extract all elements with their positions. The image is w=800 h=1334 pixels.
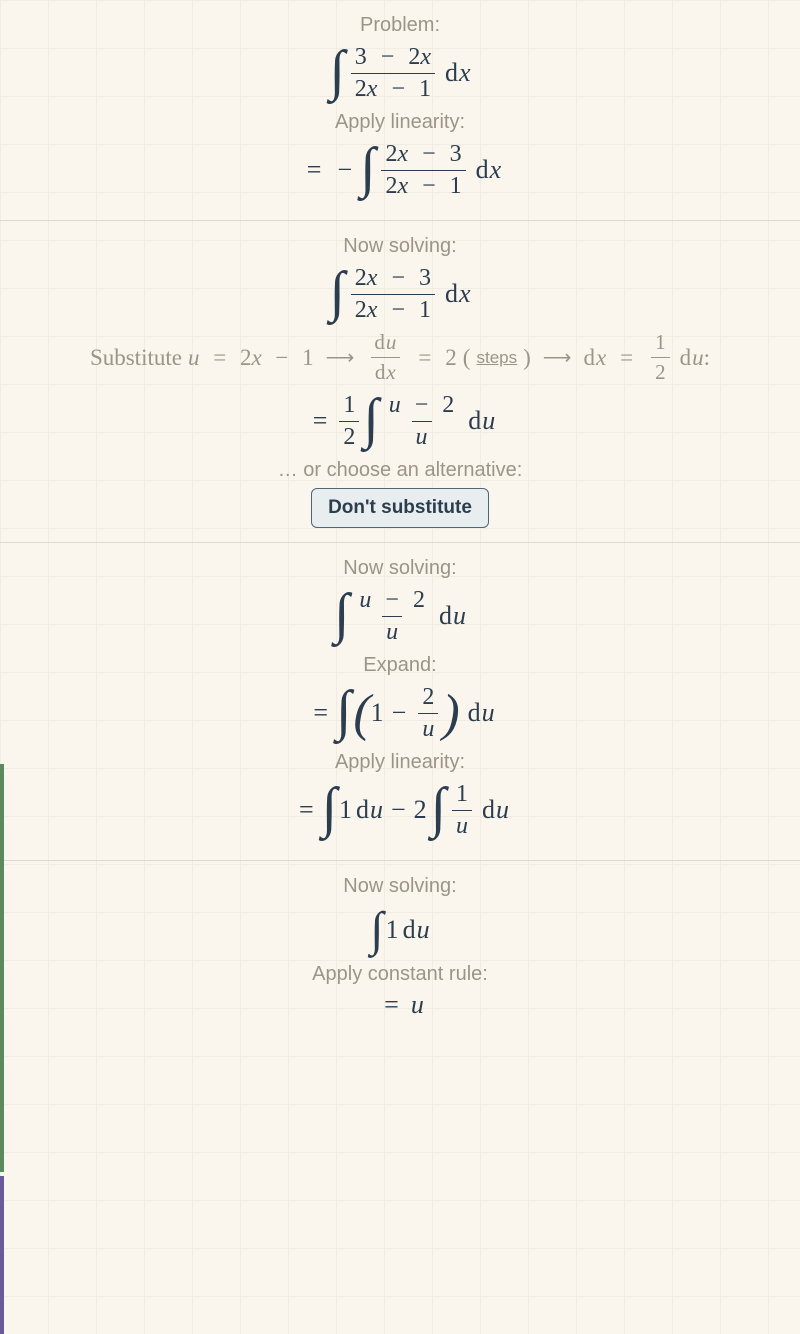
section-substitute: Now solving: ∫ 2x − 3 2x − 1 dx Substitu… xyxy=(0,221,800,543)
integral-icon: ∫ xyxy=(329,39,344,103)
integral-icon: ∫ xyxy=(334,582,349,646)
section-expand: Now solving: ∫ u − 2 u du Expand: = ∫ ( … xyxy=(0,543,800,861)
math-expand: = ∫ ( 1− 2 u ) du xyxy=(0,681,800,745)
math-now-solving-3: ∫ 1 du xyxy=(0,902,800,957)
math-after-sub: = 1 2 ∫ u − 2 u du xyxy=(0,389,800,453)
label-now-solving-3: Now solving: xyxy=(0,875,800,898)
math-now-solving-1: ∫ 2x − 3 2x − 1 dx xyxy=(0,262,800,326)
math-linearity-1: =− ∫ 2x − 3 2x − 1 dx xyxy=(0,138,800,202)
integral-icon: ∫ xyxy=(363,387,378,451)
section-constant-rule: Now solving: ∫ 1 du Apply constant rule:… xyxy=(0,861,800,1020)
integral-icon: ∫ xyxy=(360,136,375,200)
steps-link[interactable]: steps xyxy=(476,348,517,368)
dont-substitute-button[interactable]: Don't substitute xyxy=(311,488,489,528)
integral-icon: ∫ xyxy=(431,776,446,840)
section-problem: Problem: ∫ 3 − 2x 2x − 1 dx Apply linear… xyxy=(0,0,800,221)
integral-icon: ∫ xyxy=(336,679,351,743)
math-problem-integral: ∫ 3 − 2x 2x − 1 dx xyxy=(0,41,800,105)
math-linearity-2: = ∫ 1 du − 2 ∫ 1 u du xyxy=(0,778,800,842)
math-now-solving-2: ∫ u − 2 u du xyxy=(0,584,800,648)
label-apply-linearity-1: Apply linearity: xyxy=(0,111,800,134)
label-apply-constant: Apply constant rule: xyxy=(0,963,800,986)
section-marker-green xyxy=(0,764,4,1172)
section-marker-purple xyxy=(0,1176,4,1334)
integral-icon: ∫ xyxy=(370,902,383,957)
label-apply-linearity-2: Apply linearity: xyxy=(0,751,800,774)
math-result-u: =u xyxy=(0,990,800,1020)
integral-icon: ∫ xyxy=(322,776,337,840)
label-problem: Problem: xyxy=(0,14,800,37)
label-choose-alt: … or choose an alternative: xyxy=(0,459,800,482)
label-now-solving-1: Now solving: xyxy=(0,235,800,258)
label-now-solving-2: Now solving: xyxy=(0,557,800,580)
substitute-line: Substitute u = 2x − 1 ⟶ du dx = 2 (steps… xyxy=(0,330,800,385)
label-expand: Expand: xyxy=(0,654,800,677)
integral-icon: ∫ xyxy=(329,260,344,324)
